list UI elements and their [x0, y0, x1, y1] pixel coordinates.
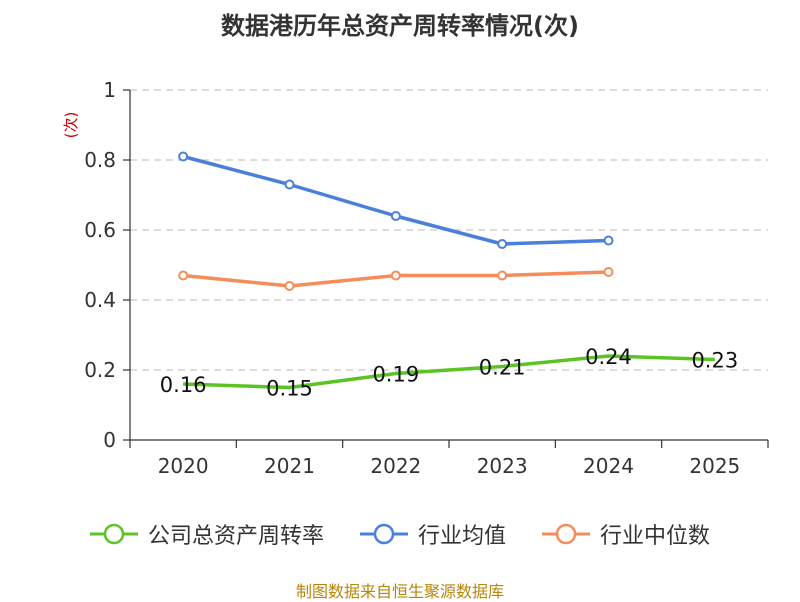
y-tick-label: 0 — [103, 428, 116, 452]
x-tick-label: 2025 — [689, 454, 740, 478]
data-point — [497, 239, 508, 249]
data-point — [603, 235, 614, 246]
legend-symbol-industry-median — [542, 523, 590, 545]
data-label: 0.19 — [372, 363, 419, 387]
y-tick-label: 0.4 — [84, 288, 116, 312]
data-point — [178, 151, 189, 162]
data-point — [497, 270, 508, 281]
data-point — [603, 267, 614, 277]
data-label: 0.23 — [691, 349, 738, 373]
x-tick-label: 2023 — [477, 454, 528, 478]
y-tick-label: 1 — [103, 78, 116, 102]
y-tick-label: 0.6 — [84, 218, 116, 242]
legend-item-industry-median[interactable]: 行业中位数 — [542, 518, 710, 550]
x-tick-label: 2021 — [264, 454, 315, 478]
legend-label-industry-median: 行业中位数 — [600, 524, 711, 549]
y-tick-label: 0.8 — [84, 148, 116, 172]
legend-item-company[interactable]: 公司总资产周转率 — [89, 518, 324, 550]
data-point — [284, 179, 295, 190]
x-tick-label: 2024 — [583, 454, 634, 478]
x-tick-label: 2020 — [158, 454, 209, 478]
source-note: 制图数据来自恒生聚源数据库 — [295, 582, 504, 601]
data-label: 0.15 — [266, 377, 313, 401]
x-tick-label: 2022 — [370, 454, 421, 478]
data-label: 0.24 — [585, 345, 632, 369]
legend: 公司总资产周转率 行业均值 行业中位数 — [0, 518, 800, 550]
legend-label-industry-mean: 行业均值 — [417, 524, 506, 549]
data-label: 0.16 — [160, 373, 207, 397]
legend-label-company: 公司总资产周转率 — [147, 524, 324, 549]
y-axis-label: (次) — [62, 112, 80, 139]
y-tick-label: 0.2 — [84, 358, 116, 382]
data-point — [390, 270, 401, 281]
chart-title: 数据港历年总资产周转率情况(次) — [221, 12, 579, 40]
series-line-0 — [183, 354, 715, 390]
series-line-1 — [182, 154, 609, 246]
data-label: 0.21 — [479, 356, 526, 380]
legend-symbol-industry-mean — [359, 523, 408, 545]
legend-symbol-company — [89, 523, 138, 545]
data-point — [178, 270, 189, 281]
data-point — [284, 281, 295, 291]
legend-item-industry-mean[interactable]: 行业均值 — [359, 518, 506, 550]
data-point — [390, 211, 401, 221]
